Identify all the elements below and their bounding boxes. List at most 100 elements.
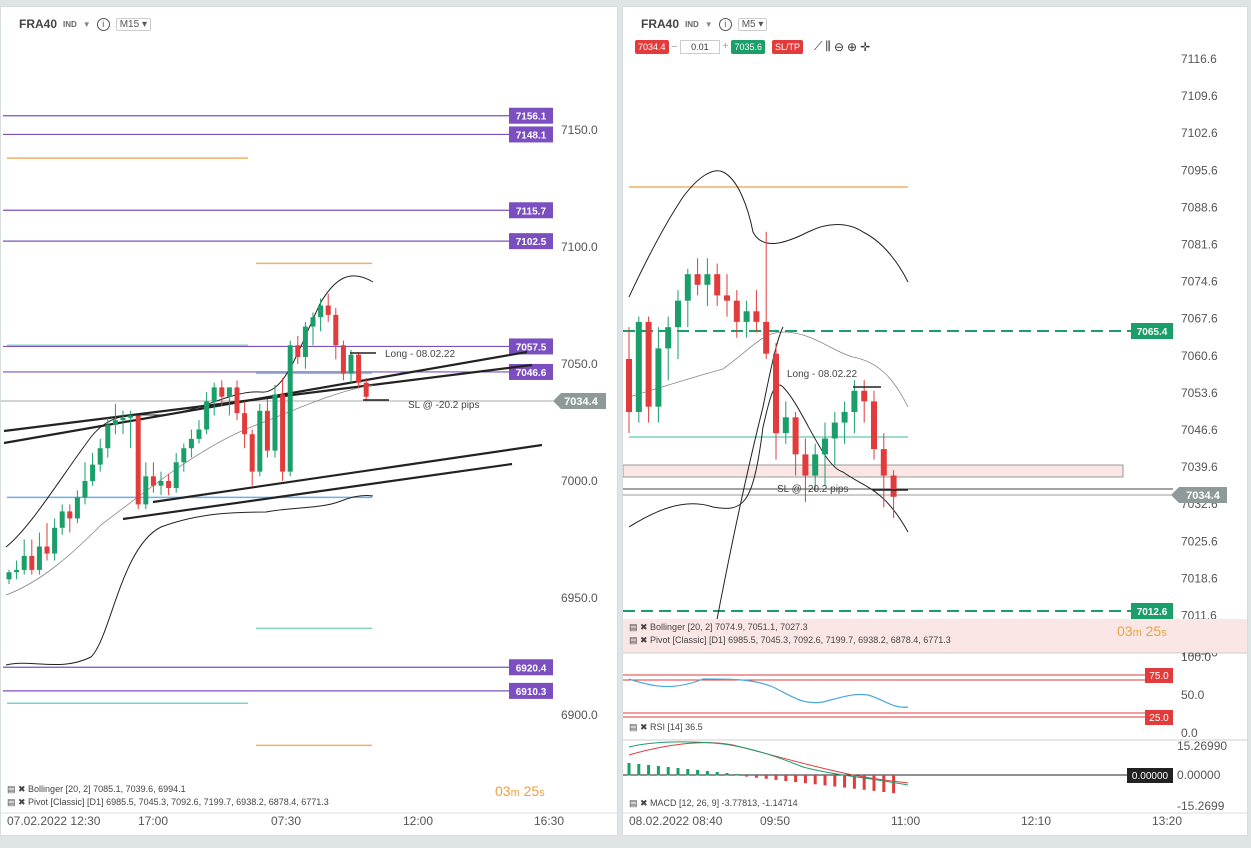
level-tag (509, 682, 553, 699)
macd-histogram-bar (852, 775, 856, 789)
bollinger-lower (5, 495, 374, 666)
chart-panel-m15[interactable]: FRA40 IND ▼ i M15 ▾ 7156.1 7148.1 7115.7 71… (0, 6, 618, 836)
candle-body (158, 481, 164, 486)
candle-body (871, 401, 877, 450)
type-badge: IND (685, 19, 699, 29)
candle-body (822, 438, 828, 455)
buy-button[interactable]: 7035.6 (731, 39, 765, 54)
candle-body (249, 434, 255, 472)
candle-body (272, 394, 278, 451)
macd-histogram-bar (764, 775, 768, 779)
symbol-label[interactable]: FRA40 (19, 17, 58, 31)
sl-label: SL @ -20.2 pips (777, 484, 848, 495)
candle-body (196, 429, 202, 439)
macd-histogram-bar (862, 775, 866, 790)
candle-body (295, 345, 301, 357)
macd-signal-line (628, 742, 909, 784)
bollinger-upper (628, 170, 909, 298)
macd-legend[interactable]: ▤ ✖ MACD [12, 26, 9] -3.77813, -1.14714 (629, 798, 798, 808)
candle-body (310, 317, 316, 327)
candle-body (802, 454, 809, 476)
candle-body (743, 311, 750, 322)
long-label: Long - 08.02.22 (385, 349, 455, 360)
price-tag (1171, 487, 1227, 503)
long-label: Long - 08.02.22 (787, 369, 857, 380)
candle-body (861, 390, 868, 402)
candle-body (181, 448, 187, 463)
candle-body (143, 476, 149, 505)
lot-size-input[interactable]: 0.01 (680, 39, 720, 54)
y-tick-label: 7095.6 (1181, 163, 1218, 177)
legend-bollinger[interactable]: ▤ ✖ Bollinger [20, 2] 7085.1, 7039.6, 69… (7, 784, 186, 794)
macd-histogram-bar (784, 775, 788, 781)
sltp-button[interactable]: SL/TP (772, 39, 804, 54)
macd-histogram-bar (754, 775, 758, 778)
candle-body (714, 274, 721, 296)
macd-histogram-bar (647, 765, 651, 776)
chevron-down-icon[interactable]: ▼ (704, 19, 713, 29)
timeframe-select[interactable]: M5 ▾ (737, 17, 768, 31)
candle-body (851, 390, 858, 412)
macd-histogram-bar (823, 775, 827, 786)
chevron-down-icon[interactable]: ▼ (82, 19, 91, 29)
line-chart-icon[interactable]: ⟋ (814, 39, 823, 53)
candle-body (318, 305, 324, 318)
candle-body (704, 274, 711, 285)
candle-body (340, 345, 346, 374)
indicator-legend: ▤ ✖ Bollinger [20, 2] 7074.9, 7051.1, 70… (629, 621, 951, 647)
trade-toolbar: 7034.4 – 0.01 + 7035.6 SL/TP ⟋ ⫼ ⊖ ⊕ ✛ (635, 39, 870, 54)
candle-body (733, 300, 740, 322)
candle-body (166, 481, 172, 489)
price-tag-label: 7034.4 (1186, 490, 1221, 502)
info-icon[interactable]: i (718, 17, 732, 31)
y-tick-label: 7025.6 (1181, 534, 1218, 548)
level-tag-label: 6920.4 (516, 663, 547, 674)
candle-body (753, 311, 760, 322)
candles-icon[interactable]: ⫼ (825, 39, 831, 53)
crosshair-icon[interactable]: ✛ (860, 39, 871, 54)
x-tick-label: 12:00 (403, 814, 433, 828)
y-tick-label: 6900.0 (561, 708, 598, 722)
candle-body (356, 354, 362, 383)
candle-body (280, 394, 286, 472)
macd-histogram-bar (705, 771, 709, 776)
price-chart[interactable]: 7116.6 7109.6 7102.6 7095.6 7088.6 7081.6 7074… (623, 7, 1247, 835)
support-zone (623, 464, 1124, 478)
y-tick-label: 7109.6 (1181, 89, 1218, 103)
x-tick-label: 07:30 (271, 814, 301, 828)
legend-pivot[interactable]: ▤ ✖ Pivot [Classic] [D1] 6985.5, 7045.3,… (629, 635, 951, 645)
rsi-legend[interactable]: ▤ ✖ RSI [14] 36.5 (629, 722, 703, 732)
candle-body (841, 411, 848, 423)
lot-increase-button[interactable]: + (722, 41, 729, 52)
channel-line (122, 462, 513, 521)
x-tick-label: 13:20 (1152, 814, 1182, 828)
legend-bollinger[interactable]: ▤ ✖ Bollinger [20, 2] 7074.9, 7051.1, 70… (629, 622, 808, 632)
y-tick-label: 7074.6 (1181, 275, 1218, 289)
timeframe-select[interactable]: M15 ▾ (115, 17, 151, 31)
macd-line (628, 741, 909, 786)
macd-histogram-bar (686, 769, 690, 776)
lot-decrease-button[interactable]: – (671, 41, 678, 52)
legend-pivot[interactable]: ▤ ✖ Pivot [Classic] [D1] 6985.5, 7045.3,… (7, 797, 329, 807)
level-tag (509, 659, 553, 676)
x-tick-label: 17:00 (138, 814, 168, 828)
sell-button[interactable]: 7034.4 (635, 39, 669, 54)
info-icon[interactable]: i (96, 17, 110, 31)
candle-body (890, 475, 897, 497)
macd-histogram-bar (676, 768, 680, 776)
candle-body (59, 511, 65, 528)
level-tag (1131, 323, 1173, 339)
candle-body (204, 401, 210, 430)
candle-body (812, 454, 819, 476)
price-chart[interactable]: 7156.1 7148.1 7115.7 7102.5 7057.5 7046.6 6920… (1, 7, 617, 835)
macd-histogram-bar (715, 772, 719, 776)
macd-histogram-bar (843, 775, 847, 788)
candle-body (173, 462, 179, 489)
zoom-out-icon[interactable]: ⊖ (833, 39, 845, 54)
chart-panel-m5[interactable]: FRA40 IND ▼ i M5 ▾ 7034.4 – 0.01 + 7035.… (622, 6, 1248, 836)
candle-body (120, 417, 126, 421)
symbol-label[interactable]: FRA40 (641, 17, 680, 31)
zoom-in-icon[interactable]: ⊕ (847, 39, 858, 54)
candle-body (29, 555, 35, 570)
level-tag (509, 107, 553, 124)
